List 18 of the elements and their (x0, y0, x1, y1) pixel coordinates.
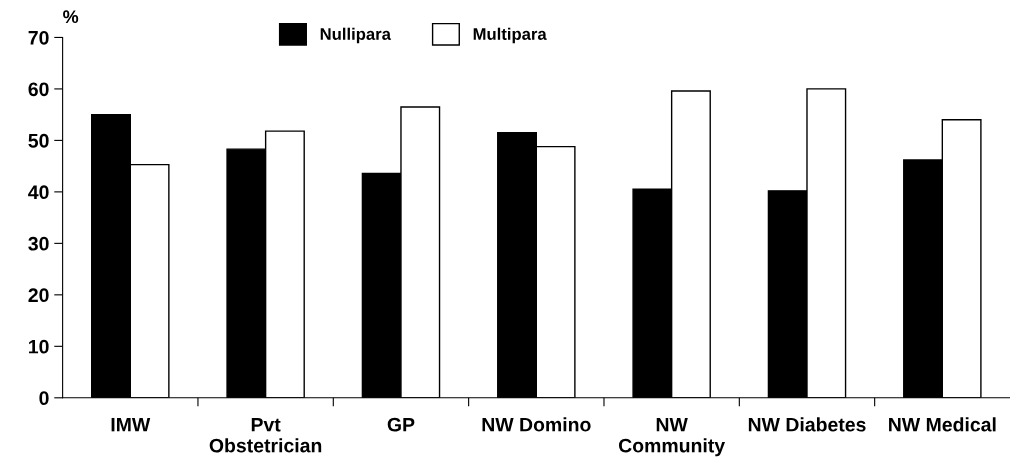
x-tick-label: NW Community (618, 417, 726, 457)
y-tick-label: 50 (28, 133, 49, 148)
y-tick-label: 30 (28, 236, 49, 251)
y-tick-label: 0 (39, 391, 49, 406)
y-tick-label: 60 (28, 82, 49, 97)
y-tick-label: 40 (28, 185, 49, 200)
y-tick-label: 20 (28, 288, 49, 303)
x-tick-label: NW Diabetes (748, 417, 866, 432)
y-tick-label: 10 (29, 339, 49, 354)
legend-label: Multipara (473, 27, 547, 44)
legend-label: Nullipara (320, 27, 392, 44)
y-axis-title: % (63, 10, 79, 24)
x-tick-label: Pvt Obstetrician (209, 417, 322, 453)
x-tick-label: NW Medical (889, 417, 996, 432)
x-tick-label: NW Domino (482, 417, 591, 432)
y-tick-label: 70 (28, 30, 49, 45)
x-tick-label: IMW (111, 417, 151, 432)
x-tick-label: GP (387, 417, 415, 432)
